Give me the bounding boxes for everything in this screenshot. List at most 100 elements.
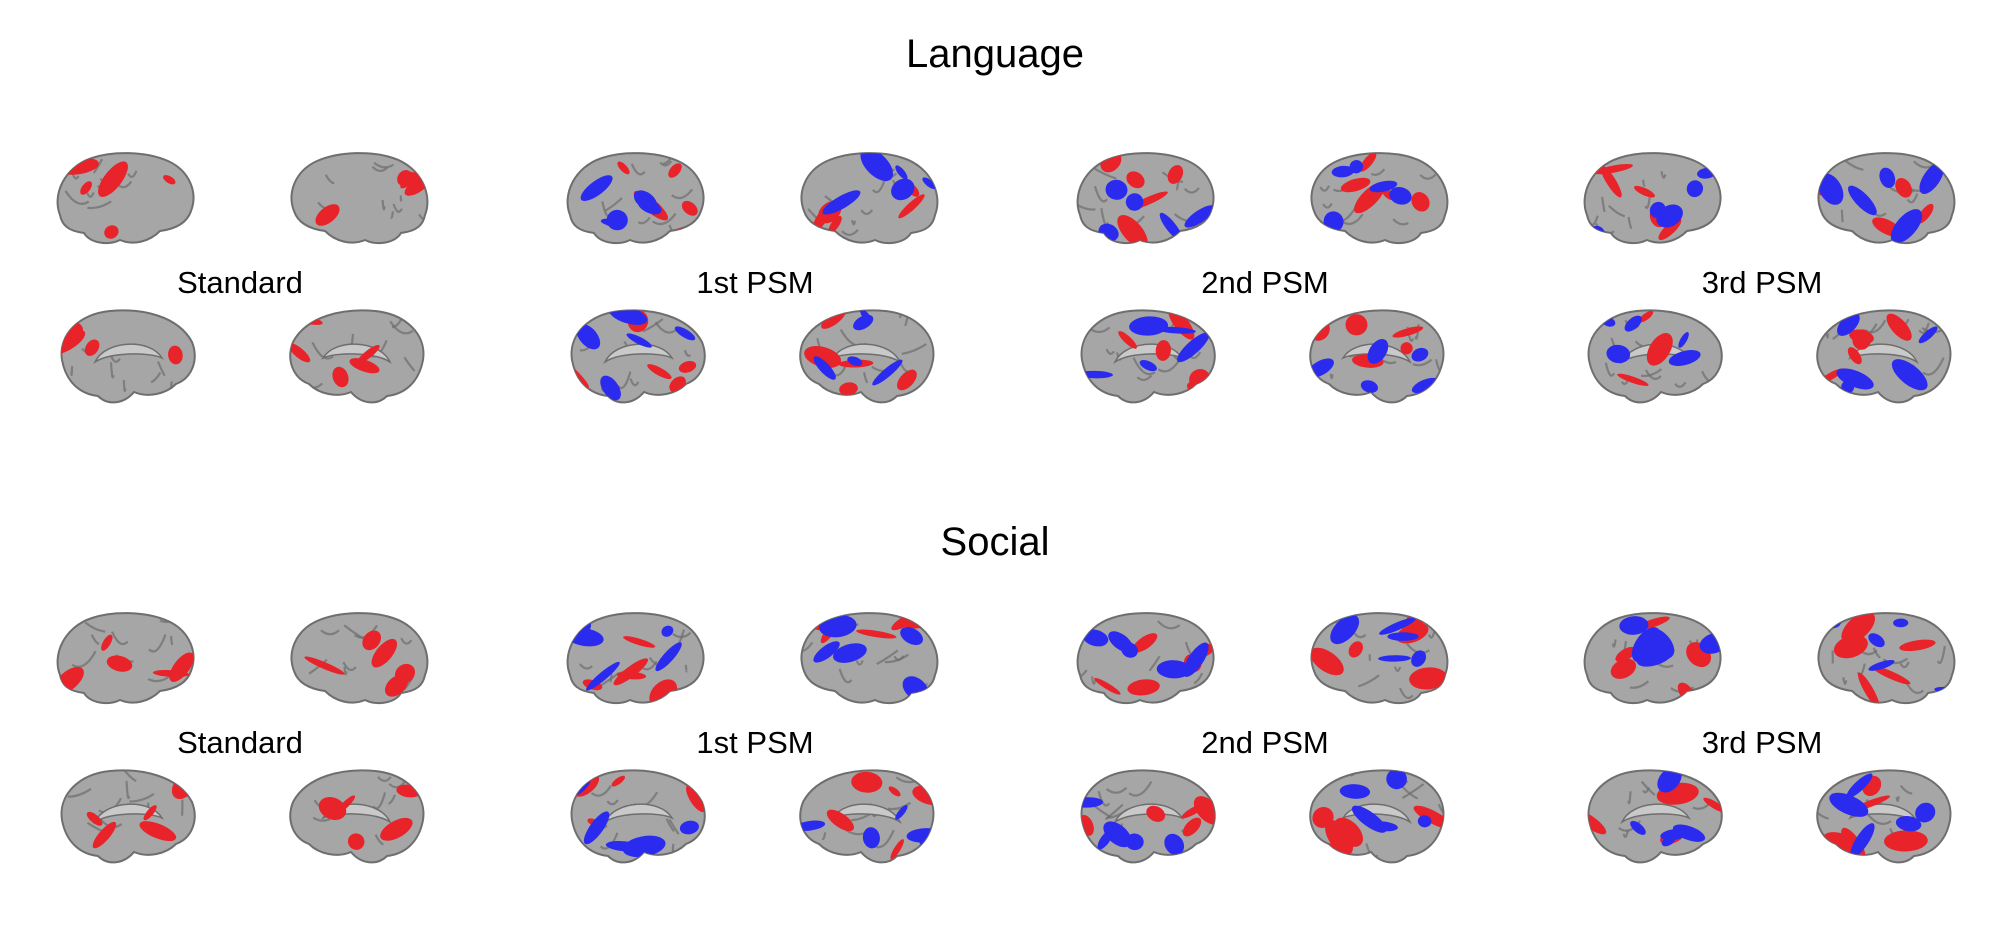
negative-activation-region (1349, 160, 1364, 174)
negative-activation-region (1125, 833, 1144, 851)
brain-lateral-right-view (1812, 605, 1962, 715)
negative-activation-region (1330, 614, 1360, 645)
positive-activation-region (290, 343, 311, 363)
negative-activation-region (1103, 821, 1132, 848)
positive-activation-region (1325, 820, 1354, 855)
negative-activation-region (600, 375, 621, 401)
positive-activation-region (1895, 177, 1912, 198)
negative-activation-region (1411, 347, 1429, 362)
positive-activation-region (1392, 326, 1424, 338)
negative-activation-region (1097, 830, 1113, 850)
negative-activation-region (800, 820, 826, 831)
positive-activation-region (163, 175, 176, 185)
positive-activation-region (1146, 805, 1166, 822)
positive-activation-region (1117, 214, 1148, 244)
positive-activation-region (1340, 177, 1371, 193)
brain-medial-right-view (1305, 760, 1455, 870)
positive-activation-region (1155, 340, 1171, 361)
condition-group-1st-psm: 1st PSM (555, 145, 955, 415)
negative-activation-region (1868, 633, 1885, 648)
positive-activation-region (1617, 373, 1649, 386)
negative-activation-region (862, 827, 880, 849)
negative-activation-region (1156, 660, 1191, 679)
positive-activation-region (318, 797, 347, 820)
positive-activation-region (1345, 314, 1368, 336)
brain-medial-left-view (50, 300, 200, 410)
positive-activation-region (681, 200, 698, 216)
positive-activation-region (1634, 185, 1655, 198)
negative-activation-region (860, 153, 894, 182)
brain-lateral-right-view (285, 145, 435, 255)
positive-activation-region (668, 163, 682, 178)
brain-medial-left-view (1577, 760, 1727, 870)
condition-group-2nd-psm: 2nd PSM (1065, 145, 1465, 415)
cortex-surface (60, 309, 196, 404)
brain-lateral-right-view (1305, 605, 1455, 715)
negative-activation-region (1668, 350, 1701, 366)
positive-activation-region (1871, 665, 1911, 685)
positive-activation-region (1400, 342, 1413, 355)
positive-activation-region (1899, 639, 1936, 652)
negative-activation-region (655, 642, 682, 672)
negative-activation-region (1154, 326, 1196, 334)
brain-medial-right-view (1812, 760, 1962, 870)
cortex-surface (1817, 612, 1956, 705)
negative-activation-region (1164, 833, 1185, 856)
positive-activation-region (1615, 646, 1636, 663)
negative-activation-region (1847, 185, 1877, 216)
positive-activation-region (1852, 329, 1872, 350)
negative-activation-region (633, 190, 657, 211)
brain-lateral-left-view (1577, 145, 1727, 255)
negative-activation-region (1829, 792, 1869, 817)
positive-activation-region (826, 809, 855, 832)
negative-activation-region (1893, 618, 1909, 628)
brain-medial-left-view (1577, 300, 1727, 410)
positive-activation-region (92, 821, 117, 849)
positive-activation-region (896, 369, 917, 391)
positive-activation-region (1182, 817, 1202, 837)
positive-activation-region (1126, 171, 1145, 189)
positive-activation-region (315, 204, 340, 226)
positive-activation-region (647, 364, 672, 380)
negative-activation-region (626, 333, 652, 348)
positive-activation-region (1132, 633, 1158, 653)
negative-activation-region (860, 310, 872, 324)
negative-activation-region (1331, 165, 1354, 178)
negative-activation-region (1836, 368, 1874, 390)
brain-lateral-left-view (1070, 605, 1220, 715)
condition-label: 3rd PSM (1701, 725, 1823, 760)
negative-activation-region (847, 356, 863, 367)
negative-activation-region (1411, 377, 1439, 394)
positive-activation-region (1646, 333, 1673, 366)
positive-activation-region (98, 161, 128, 197)
condition-group-2nd-psm: 2nd PSM (1065, 605, 1465, 875)
positive-activation-region (1588, 810, 1607, 835)
section-title-social: Social (940, 520, 1050, 564)
negative-activation-region (1389, 186, 1412, 205)
negative-activation-region (1351, 805, 1387, 833)
negative-activation-region (1879, 167, 1896, 188)
negative-activation-region (1378, 655, 1411, 662)
positive-activation-region (617, 161, 630, 175)
negative-activation-region (1121, 642, 1138, 658)
negative-activation-region (1177, 332, 1210, 363)
positive-activation-region (332, 366, 349, 388)
positive-activation-region (888, 786, 901, 797)
negative-activation-region (1630, 820, 1646, 835)
brain-medial-left-view (560, 760, 710, 870)
negative-activation-region (1686, 180, 1704, 198)
negative-activation-region (1895, 816, 1922, 832)
negative-activation-region (1837, 312, 1860, 336)
negative-activation-region (813, 356, 836, 380)
positive-activation-region (1311, 647, 1344, 676)
positive-activation-region (347, 833, 365, 850)
brain-lateral-left-view (1070, 145, 1220, 255)
brain-medial-right-view (795, 300, 945, 410)
positive-activation-region (1841, 613, 1875, 644)
negative-activation-region (608, 310, 648, 325)
negative-activation-region (580, 175, 613, 201)
negative-activation-region (900, 627, 923, 645)
condition-group-3rd-psm: 3rd PSM (1572, 605, 1972, 875)
negative-activation-region (895, 165, 908, 180)
negative-activation-region (813, 641, 840, 663)
